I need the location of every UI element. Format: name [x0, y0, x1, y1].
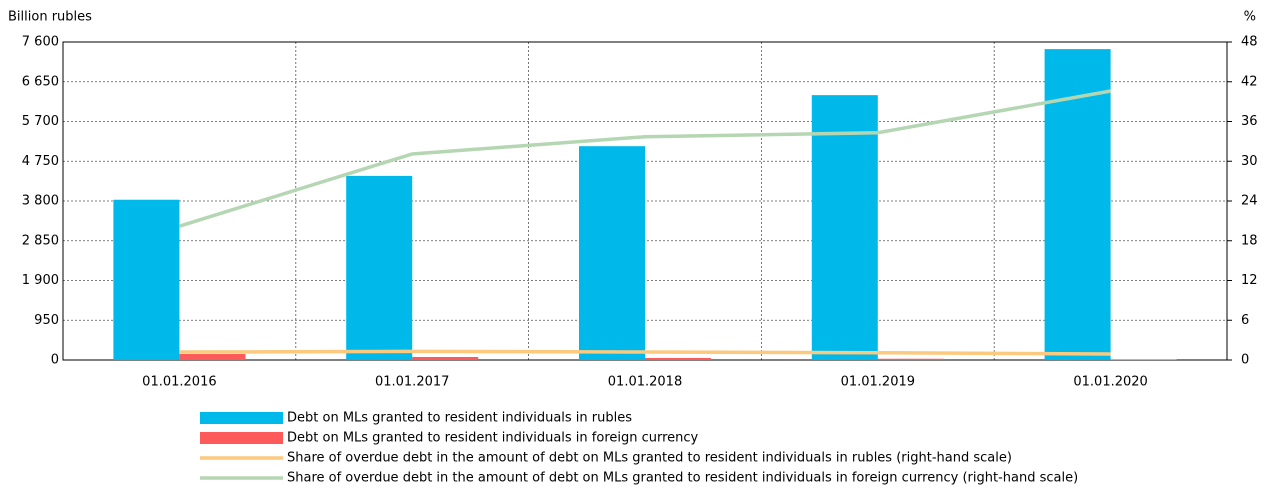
y2-tick-label: 48: [1241, 35, 1258, 50]
bar: [412, 356, 479, 360]
y2-tick-label: 18: [1241, 233, 1258, 248]
bar: [877, 358, 944, 360]
y-axis-label: Billion rubles: [8, 10, 92, 25]
bar: [113, 199, 180, 360]
bar: [179, 354, 246, 360]
bar: [645, 357, 711, 360]
y-tick-label: 6 650: [22, 74, 59, 89]
x-tick-label: 01.01.2019: [841, 375, 915, 390]
bar: [346, 175, 413, 360]
y2-tick-label: 42: [1241, 74, 1258, 89]
x-tick-label: 01.01.2016: [142, 375, 216, 390]
line: [178, 89, 1111, 228]
legend-swatch: [200, 432, 283, 444]
legend-swatch: [200, 412, 283, 424]
y2-axis-label: %: [1244, 10, 1256, 25]
y2-tick-label: 12: [1241, 273, 1258, 288]
bar: [579, 146, 645, 360]
y-tick-label: 5 700: [22, 114, 59, 129]
y-tick-label: 3 800: [22, 194, 59, 209]
legend-label: Share of overdue debt in the amount of d…: [287, 471, 1078, 486]
x-tick-label: 01.01.2017: [375, 375, 449, 390]
y-tick-label: 1 900: [22, 273, 59, 288]
x-tick-label: 01.01.2018: [608, 375, 682, 390]
bar: [811, 95, 878, 361]
y-tick-label: 0: [51, 353, 59, 368]
y-tick-label: 4 750: [22, 154, 59, 169]
x-tick-label: 01.01.2020: [1073, 375, 1147, 390]
line: [179, 349, 1111, 356]
y-tick-label: 2 850: [22, 233, 59, 248]
y2-tick-label: 36: [1241, 114, 1258, 129]
y-tick-label: 950: [34, 313, 59, 328]
y2-tick-label: 0: [1241, 353, 1249, 368]
y-tick-label: 7 600: [22, 35, 59, 50]
y2-tick-label: 30: [1241, 154, 1258, 169]
legend-label: Debt on MLs granted to resident individu…: [287, 411, 632, 426]
y2-tick-label: 6: [1241, 313, 1249, 328]
bar: [1110, 359, 1177, 360]
legend-label: Share of overdue debt in the amount of d…: [287, 451, 1012, 466]
legend-label: Debt on MLs granted to resident individu…: [287, 431, 699, 446]
y2-tick-label: 24: [1241, 194, 1258, 209]
